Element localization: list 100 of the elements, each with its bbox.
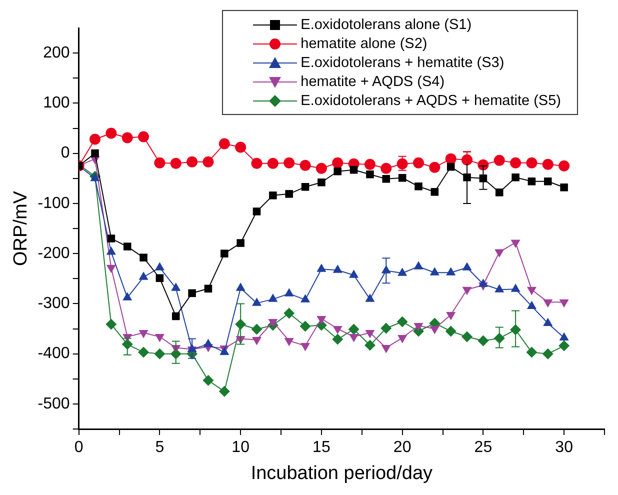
point <box>316 316 326 324</box>
point <box>528 177 536 186</box>
y-tick-label: -300 <box>38 295 70 312</box>
point <box>446 312 456 320</box>
point <box>203 338 213 348</box>
point <box>252 208 261 216</box>
legend-label: E.oxidotolerans + AQDS + hematite (S5) <box>300 92 561 108</box>
point <box>366 170 374 178</box>
point <box>300 320 311 332</box>
point <box>350 166 358 174</box>
point <box>414 261 424 270</box>
point <box>446 267 456 276</box>
point <box>559 299 569 308</box>
x-tick-label: 30 <box>555 439 574 456</box>
point <box>235 142 246 153</box>
x-tick-label: 20 <box>393 439 412 456</box>
point <box>106 128 117 139</box>
point <box>414 322 424 332</box>
point <box>332 326 342 334</box>
point <box>463 173 471 182</box>
point <box>396 316 408 328</box>
point <box>495 188 504 196</box>
point <box>316 162 327 174</box>
point <box>301 183 310 191</box>
point <box>202 156 214 168</box>
y-tick-label: -100 <box>38 194 70 212</box>
point <box>154 348 166 360</box>
point <box>188 289 196 298</box>
point <box>494 284 504 292</box>
point <box>510 284 520 292</box>
point <box>349 334 359 342</box>
point <box>382 174 390 183</box>
point <box>284 308 295 319</box>
point <box>300 343 310 352</box>
point <box>332 334 344 345</box>
point <box>494 154 505 166</box>
point <box>123 242 132 250</box>
point <box>332 264 342 273</box>
point <box>204 284 212 293</box>
point <box>316 264 326 272</box>
point <box>154 334 164 342</box>
point <box>542 348 554 360</box>
point <box>171 282 181 291</box>
point <box>267 158 278 169</box>
point <box>478 335 489 346</box>
point <box>106 264 116 274</box>
legend-label: E.oxidotolerans alone (S1) <box>300 16 472 32</box>
point <box>122 292 132 300</box>
point <box>543 299 553 308</box>
x-tick-label: 15 <box>312 439 330 456</box>
point <box>559 332 569 341</box>
point <box>172 312 180 320</box>
y-tick-label: 200 <box>43 44 70 62</box>
point <box>138 131 150 142</box>
point <box>140 254 148 262</box>
point <box>269 192 277 200</box>
y-tick-label: -500 <box>38 395 70 412</box>
point <box>122 132 133 144</box>
point <box>430 188 439 196</box>
point <box>429 162 440 173</box>
point <box>544 177 552 186</box>
point <box>365 330 375 338</box>
point <box>414 182 422 190</box>
point <box>332 157 344 168</box>
point <box>202 374 214 386</box>
point <box>91 149 99 158</box>
point <box>218 138 230 150</box>
point <box>90 134 100 145</box>
point <box>446 162 455 171</box>
point <box>220 250 228 258</box>
point <box>349 270 359 278</box>
point <box>462 262 472 270</box>
point <box>106 246 116 255</box>
point <box>381 345 391 354</box>
y-axis-title: ORP/mV <box>10 190 32 266</box>
x-tick-label: 10 <box>232 439 250 456</box>
point <box>364 340 376 351</box>
point <box>558 160 570 172</box>
point <box>251 324 262 335</box>
point <box>251 158 262 169</box>
point <box>318 178 326 186</box>
point <box>218 386 230 397</box>
point <box>478 278 488 287</box>
point <box>542 158 554 170</box>
point <box>252 337 262 346</box>
point <box>284 288 294 296</box>
point <box>510 157 522 168</box>
point <box>526 346 538 358</box>
point <box>462 331 473 342</box>
point <box>398 335 408 344</box>
y-tick-label: 0 <box>60 144 70 162</box>
y-tick-label: 100 <box>43 94 70 112</box>
point <box>107 234 116 242</box>
legend-label: hematite + AQDS (S4) <box>300 74 445 90</box>
point <box>494 249 504 258</box>
point <box>526 286 536 296</box>
x-tick-label: 5 <box>155 439 164 456</box>
point <box>560 184 568 192</box>
point <box>154 262 164 270</box>
point <box>430 267 440 276</box>
